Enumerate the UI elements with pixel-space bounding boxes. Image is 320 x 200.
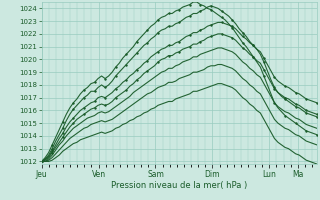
X-axis label: Pression niveau de la mer( hPa ): Pression niveau de la mer( hPa ) xyxy=(111,181,247,190)
